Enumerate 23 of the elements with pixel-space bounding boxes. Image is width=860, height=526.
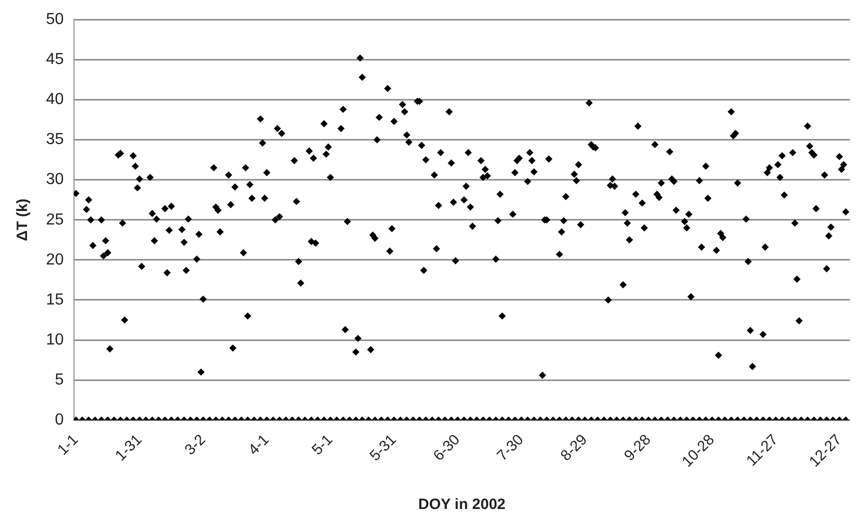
x-tick-label: 7-30 [494,431,528,464]
y-tick-label: 15 [46,291,64,308]
y-tick-label: 40 [46,91,64,108]
y-tick-label: 5 [54,371,64,388]
y-tick-label: 0 [54,412,64,429]
x-axis-title: DOY in 2002 [418,496,506,514]
y-tick-label: 45 [46,51,64,68]
x-tick-label: 6-30 [430,431,464,464]
y-tick-label: 20 [46,251,64,268]
x-tick-label: 5-1 [308,431,336,459]
y-tick-label: 35 [46,131,64,148]
y-axis-title: ΔT (k) [14,198,32,242]
y-tick-label: 50 [46,11,64,28]
x-tick-label: 8-29 [557,431,591,464]
y-tick-label: 30 [46,171,64,188]
y-tick-label: 25 [46,211,64,228]
y-tick-label: 10 [46,331,64,348]
x-tick-label: 4-1 [245,431,273,459]
x-tick-label: 9-28 [621,431,654,464]
x-tick-label: 5-31 [366,431,400,464]
x-tick-label: 3-2 [182,431,209,459]
x-tick-label: 1-31 [112,431,146,464]
x-tick-label: 1-1 [54,431,82,459]
